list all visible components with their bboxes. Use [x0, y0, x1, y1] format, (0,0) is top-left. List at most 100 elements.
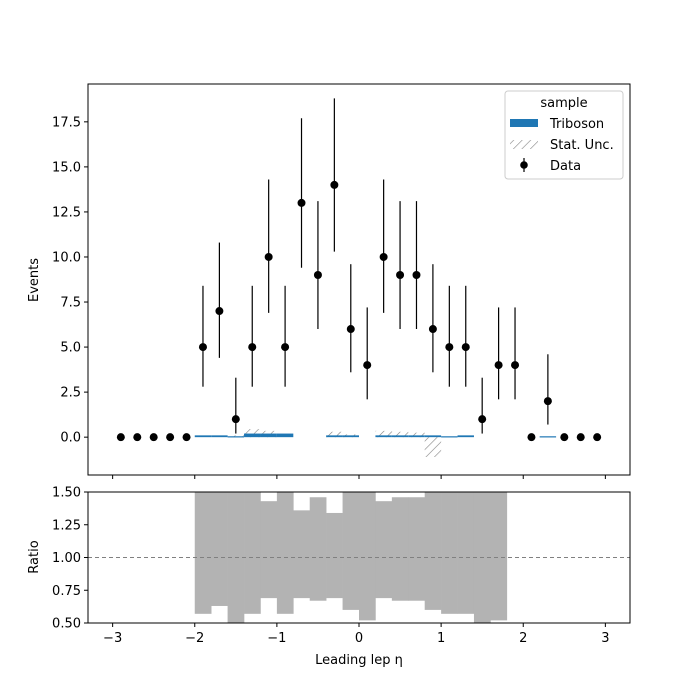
stat-unc-band — [408, 432, 425, 438]
data-point — [363, 361, 372, 370]
ratio-band — [375, 501, 393, 599]
ratio-band — [391, 497, 409, 601]
data-point — [330, 180, 339, 189]
data-point — [511, 361, 520, 370]
legend-swatch-stat-unc — [510, 140, 538, 149]
x-tick-label: 2 — [519, 631, 527, 646]
data-point — [149, 433, 158, 442]
data-point — [543, 397, 552, 406]
legend-title: sample — [540, 96, 587, 111]
data-point — [379, 252, 388, 261]
x-axis-label: Leading lep η — [315, 653, 403, 668]
legend-label-data: Data — [550, 159, 581, 174]
triboson-bar — [342, 435, 359, 438]
triboson-bar — [391, 435, 409, 438]
ratio-band — [211, 492, 228, 606]
main-y-tick-label: 10.0 — [52, 250, 81, 265]
main-y-tick-label: 0.0 — [60, 431, 81, 446]
ratio-band — [293, 510, 311, 599]
data-point — [576, 433, 585, 442]
legend: sample Triboson Stat. Unc. Data — [504, 90, 624, 180]
triboson-bar — [375, 435, 392, 438]
triboson-bar — [211, 435, 228, 438]
data-point — [445, 343, 454, 352]
ratio-y-axis-label: Ratio — [27, 540, 42, 573]
stat-unc-band — [244, 429, 261, 438]
data-point — [461, 343, 470, 352]
triboson-bar — [424, 435, 442, 438]
ratio-band — [424, 492, 442, 610]
triboson-bar — [260, 433, 277, 438]
x-tick-label: 1 — [437, 631, 445, 646]
ratio-y-tick-label: 1.50 — [52, 486, 81, 501]
legend-swatch-triboson — [510, 119, 538, 127]
data-point — [313, 270, 322, 279]
data-point — [346, 325, 355, 334]
main-y-tick-label: 5.0 — [60, 341, 81, 356]
data-points — [116, 98, 602, 442]
data-point — [116, 433, 125, 442]
data-point — [231, 415, 240, 424]
ratio-band — [276, 492, 294, 614]
ratio-bands — [194, 492, 508, 623]
data-point — [133, 433, 142, 442]
ratio-band — [441, 492, 458, 614]
ratio-band — [457, 492, 475, 614]
ratio-band — [309, 497, 327, 601]
main-y-tick-label: 2.5 — [60, 386, 81, 401]
ratio-band — [359, 492, 376, 621]
data-point — [560, 433, 569, 442]
data-point — [396, 270, 405, 279]
triboson-bar — [276, 433, 294, 438]
x-tick-label: 3 — [601, 631, 609, 646]
ratio-y-tick-label: 1.00 — [52, 551, 81, 566]
legend-swatch-data-marker — [520, 161, 528, 169]
main-x-axis — [112, 475, 606, 479]
stat-unc-band — [424, 437, 442, 457]
ratio-x-axis: −3 −2 −1 0 1 2 3 — [103, 623, 610, 646]
ratio-y-tick-label: 0.75 — [52, 584, 81, 599]
ratio-band — [326, 512, 343, 599]
x-tick-label: −1 — [267, 631, 286, 646]
ratio-band — [490, 492, 508, 621]
triboson-bar — [244, 433, 261, 438]
legend-label-stat-unc: Stat. Unc. — [550, 138, 614, 153]
ratio-band — [260, 501, 278, 599]
data-point — [412, 270, 421, 279]
main-panel: 0.0 2.5 5.0 7.5 10.0 12.5 15.0 17.5 Events samp… — [27, 83, 631, 479]
triboson-bars — [194, 433, 557, 438]
data-point — [428, 325, 437, 334]
data-point — [593, 433, 602, 442]
stat-unc-band — [375, 430, 392, 438]
stat-unc-band — [391, 431, 409, 438]
ratio-y-axis: 0.50 0.75 1.00 1.25 1.50 — [52, 486, 88, 632]
ratio-band — [194, 492, 212, 614]
ratio-band — [408, 497, 425, 601]
x-tick-label: −3 — [103, 631, 122, 646]
triboson-bar — [408, 435, 425, 438]
data-point — [198, 343, 207, 352]
data-point — [281, 343, 290, 352]
data-point — [182, 433, 191, 442]
ratio-panel: 0.50 0.75 1.00 1.25 1.50 −3 −2 −1 0 1 2 3 Ratio Le… — [27, 486, 631, 668]
data-point — [527, 433, 536, 442]
x-tick-label: 0 — [355, 631, 363, 646]
main-y-tick-label: 17.5 — [52, 115, 81, 130]
data-point — [215, 307, 224, 316]
ratio-y-tick-label: 1.25 — [52, 518, 81, 533]
main-y-tick-label: 15.0 — [52, 160, 81, 175]
legend-label-triboson: Triboson — [549, 117, 604, 132]
legend-frame — [504, 90, 624, 180]
data-point — [297, 198, 306, 207]
data-point — [494, 361, 503, 370]
main-y-tick-label: 7.5 — [60, 296, 81, 311]
ratio-y-tick-label: 0.50 — [52, 617, 81, 632]
ratio-band — [244, 492, 261, 614]
stat-unc-band — [326, 431, 343, 438]
x-tick-label: −2 — [185, 631, 204, 646]
data-point — [248, 343, 257, 352]
main-y-tick-label: 12.5 — [52, 205, 81, 220]
main-y-axis-label: Events — [27, 258, 42, 302]
data-point — [478, 415, 487, 424]
